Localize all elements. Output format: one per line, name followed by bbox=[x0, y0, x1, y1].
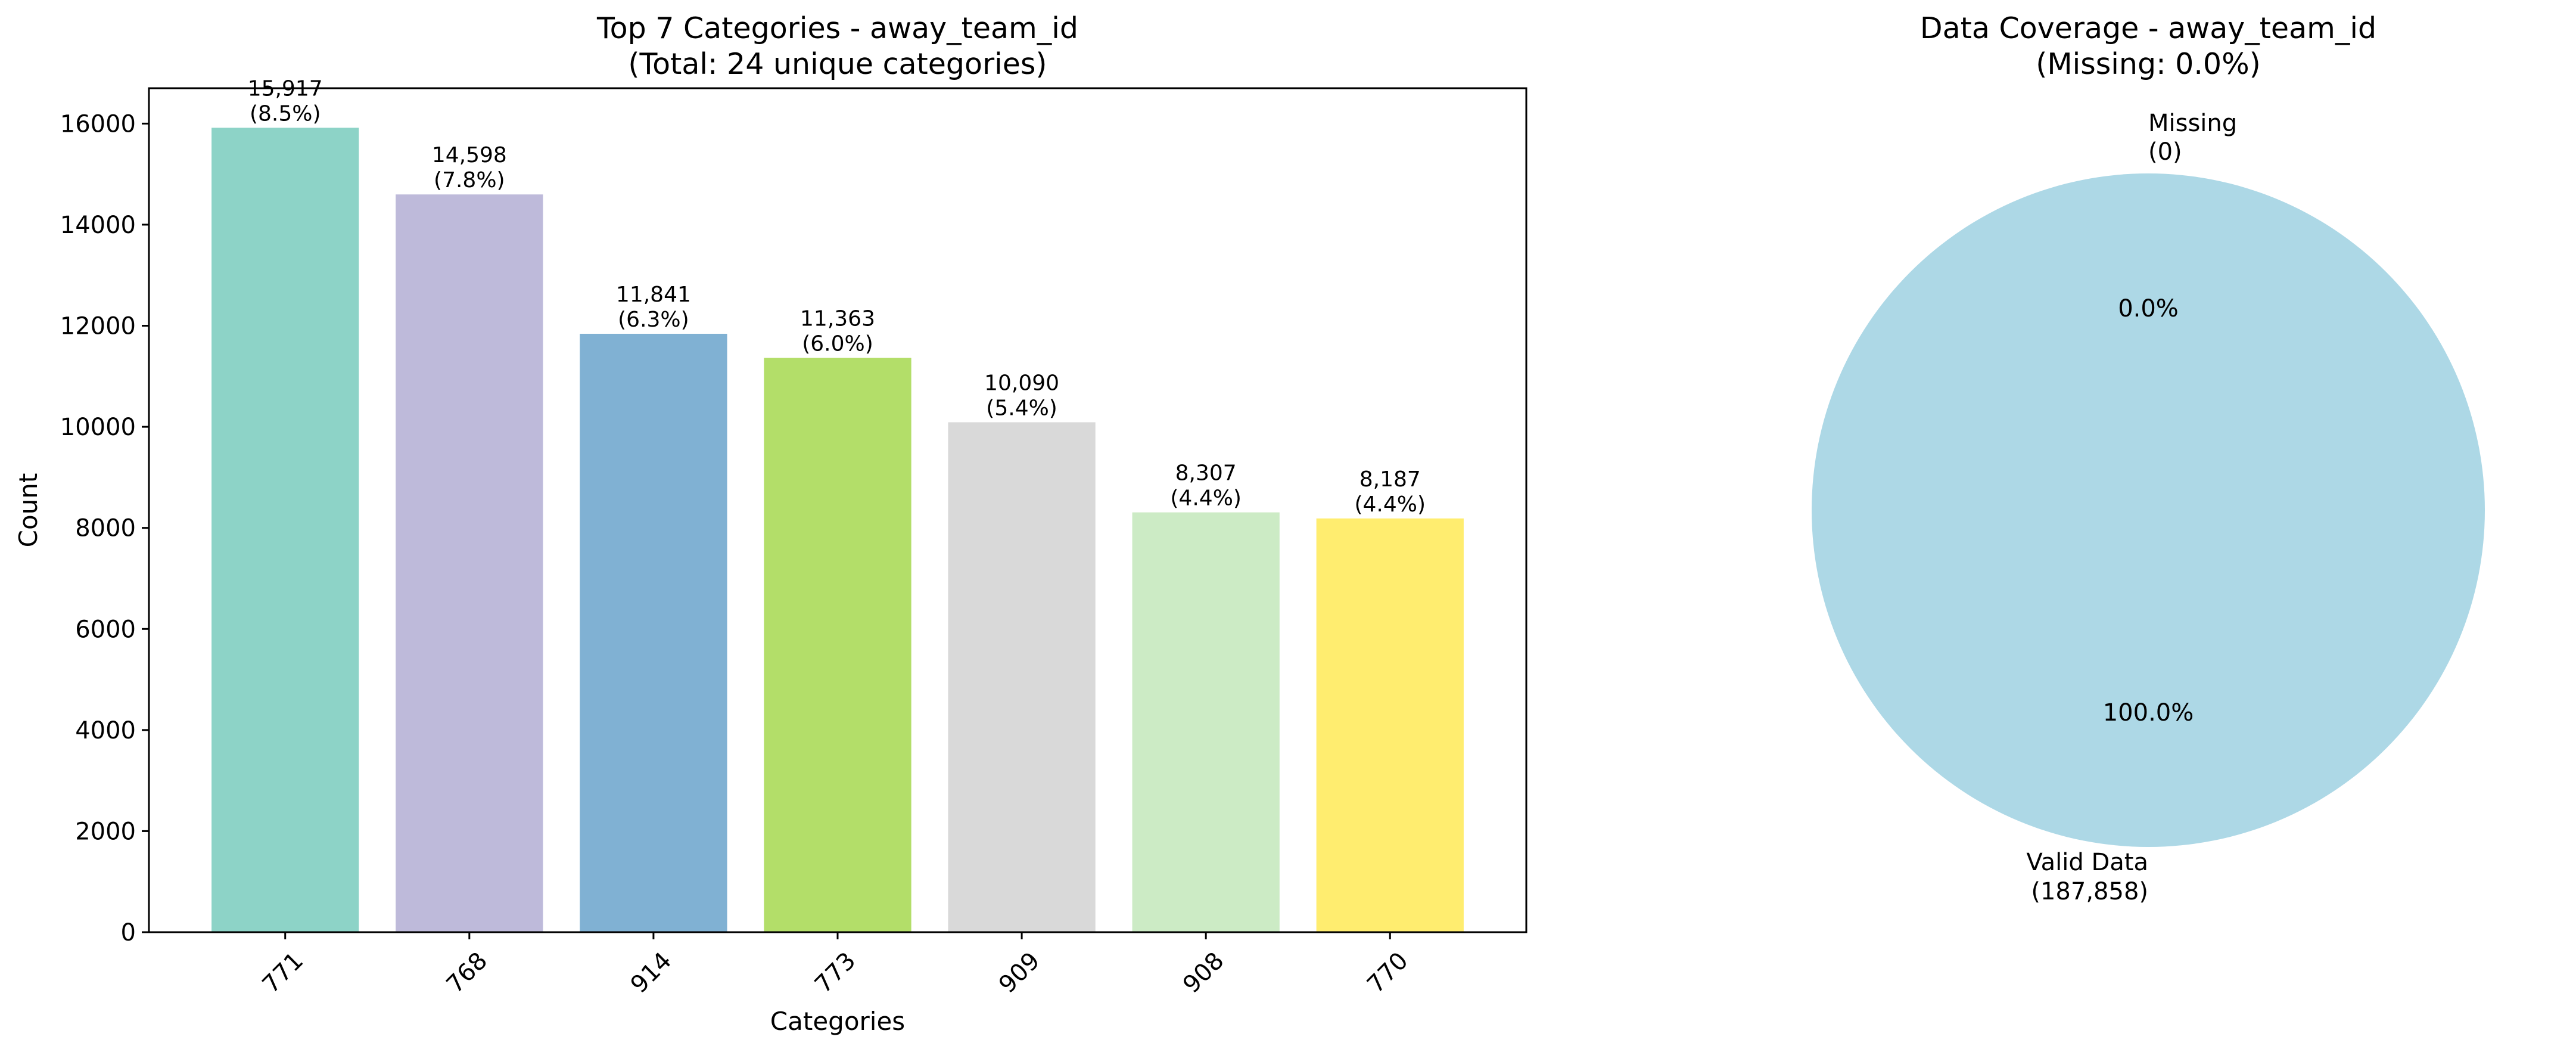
y-axis-ticks: 0 2000 4000 6000 8000 10000 12000 14000 16000 bbox=[60, 110, 149, 946]
bar-768 bbox=[396, 194, 543, 932]
pie-slice-pct-valid: 100.0% bbox=[2103, 699, 2194, 727]
bar-908 bbox=[1132, 512, 1280, 932]
bar-909 bbox=[948, 422, 1096, 932]
pie-chart: Data Coverage - away_team_id (Missing: 0… bbox=[1812, 11, 2485, 905]
pie-label-missing-line1: Missing bbox=[2148, 110, 2237, 137]
bar-percent-label: (6.3%) bbox=[618, 308, 689, 332]
bar-value-labels: 15,917(8.5%)14,598(7.8%)11,841(6.3%) 11,3… bbox=[248, 76, 1426, 516]
pie-label-valid-line1: Valid Data bbox=[2026, 849, 2148, 876]
pie-slice-valid bbox=[1812, 173, 2485, 847]
bar-773 bbox=[764, 358, 911, 932]
bar-914 bbox=[580, 333, 727, 932]
bar-770 bbox=[1316, 518, 1464, 932]
bar-percent-label: (4.4%) bbox=[1354, 492, 1426, 517]
bar-percent-label: (7.8%) bbox=[434, 168, 505, 193]
x-axis-label: Categories bbox=[770, 1007, 905, 1036]
y-axis-label: Count bbox=[14, 473, 43, 548]
pie-slice-pct-missing: 0.0% bbox=[2118, 295, 2179, 322]
bars bbox=[211, 128, 1464, 933]
y-tick-label: 2000 bbox=[75, 818, 136, 845]
y-tick-label: 12000 bbox=[60, 313, 136, 340]
bar-percent-label: (6.0%) bbox=[802, 332, 873, 356]
y-tick-label: 4000 bbox=[75, 717, 136, 744]
bar-value-label: 8,187 bbox=[1359, 467, 1421, 492]
pie-label-missing-line2: (0) bbox=[2148, 138, 2182, 166]
pie-slices bbox=[1812, 173, 2485, 847]
pie-label-valid-line2: (187,858) bbox=[2031, 878, 2148, 905]
bar-chart-title: Top 7 Categories - away_team_id bbox=[596, 11, 1078, 45]
bar-value-label: 8,307 bbox=[1175, 461, 1237, 486]
bar-percent-label: (4.4%) bbox=[1170, 486, 1242, 511]
bar-percent-label: (8.5%) bbox=[250, 101, 321, 126]
bar-771 bbox=[211, 128, 359, 933]
plot-area-frame bbox=[148, 87, 1527, 933]
bar-percent-label: (5.4%) bbox=[986, 396, 1057, 420]
bar-value-label: 11,841 bbox=[616, 283, 691, 307]
bar-value-label: 10,090 bbox=[984, 371, 1059, 395]
y-tick-label: 0 bbox=[121, 919, 136, 946]
y-tick-label: 10000 bbox=[60, 414, 136, 441]
y-tick-label: 8000 bbox=[75, 515, 136, 542]
y-tick-label: 16000 bbox=[60, 110, 136, 138]
y-tick-label: 14000 bbox=[60, 212, 136, 239]
bar-value-label: 14,598 bbox=[432, 143, 507, 167]
y-tick-label: 6000 bbox=[75, 616, 136, 643]
bar-value-label: 11,363 bbox=[800, 307, 875, 331]
bar-chart-subtitle: (Total: 24 unique categories) bbox=[628, 47, 1047, 81]
pie-chart-title: Data Coverage - away_team_id bbox=[1920, 11, 2376, 45]
pie-chart-subtitle: (Missing: 0.0%) bbox=[2036, 47, 2261, 81]
